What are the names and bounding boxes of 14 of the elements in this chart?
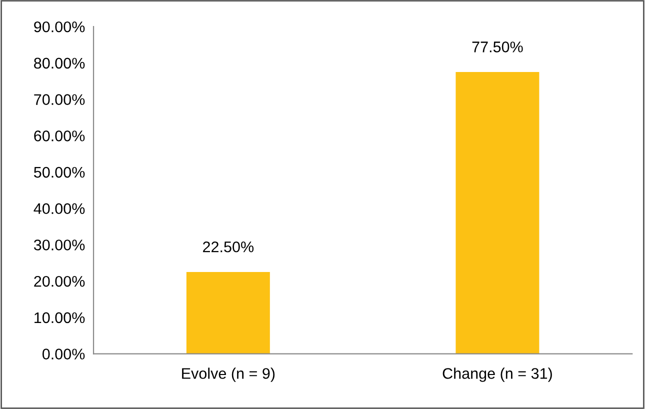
- data-label: 77.50%: [472, 42, 523, 52]
- y-tick-label: 70.00%: [34, 94, 85, 105]
- y-tick-label: 20.00%: [34, 276, 85, 287]
- y-tick-label: 10.00%: [34, 312, 85, 324]
- y-tick-label: 80.00%: [34, 58, 85, 69]
- y-tick-label: 60.00%: [34, 130, 85, 142]
- y-tick-label: 90.00%: [34, 21, 85, 32]
- x-tick-label: Change (n = 31): [442, 368, 552, 382]
- x-tick-label: Evolve (n = 9): [182, 368, 275, 382]
- y-tick-label: 0.00%: [42, 348, 85, 360]
- y-tick-label: 40.00%: [34, 203, 85, 214]
- data-label: 22.50%: [203, 241, 254, 252]
- y-tick-label: 50.00%: [34, 166, 85, 178]
- y-tick-label: 30.00%: [34, 240, 85, 250]
